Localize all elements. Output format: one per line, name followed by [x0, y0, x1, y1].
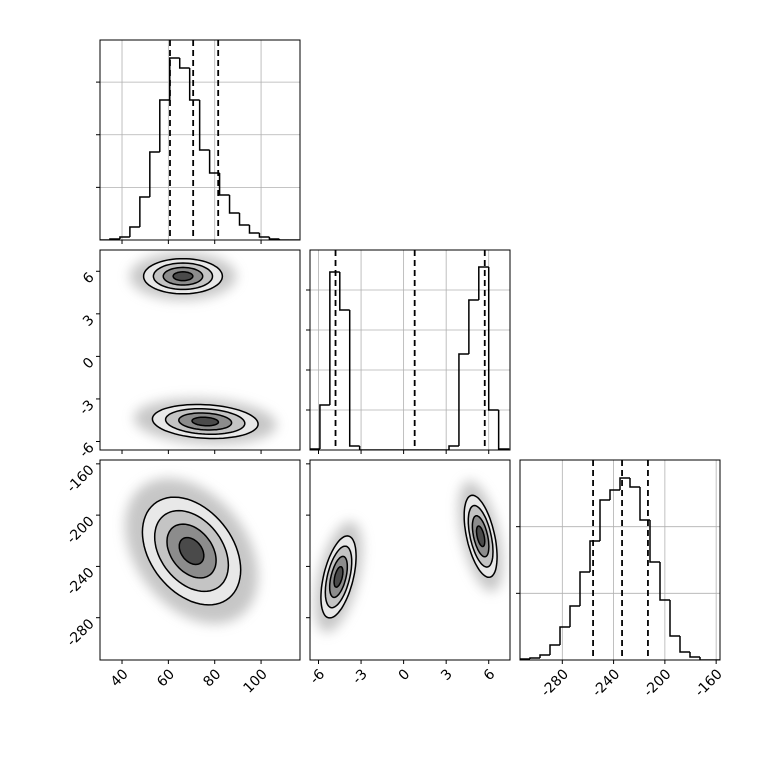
y-tick-label: -280: [64, 616, 98, 650]
panel: -280 -240 -200 -160: [516, 459, 726, 700]
histogram-step: [448, 445, 459, 450]
plot-area: [310, 250, 510, 450]
histogram-step: [319, 404, 330, 449]
axes-frame: [309, 249, 511, 451]
histogram-step: [689, 652, 700, 658]
histogram-step: [278, 238, 290, 240]
axes-frame: [519, 459, 721, 661]
histogram-step: [258, 232, 270, 238]
histogram-step: [599, 499, 610, 541]
contour: [178, 536, 205, 566]
x-tick-label: -280: [538, 666, 572, 700]
histogram-step: [487, 267, 499, 411]
x-tick-label: 40: [108, 666, 132, 690]
histogram-step: [268, 237, 280, 240]
histogram-step: [639, 487, 650, 521]
histogram-step: [679, 636, 690, 653]
histogram-step: [149, 151, 160, 197]
x-tick-label: -3: [350, 666, 371, 687]
contour: [475, 525, 486, 548]
histogram-step: [198, 100, 210, 151]
histogram-step: [139, 196, 150, 227]
histogram-step: [569, 605, 580, 627]
plot-area: [125, 478, 258, 624]
x-tick-label: -200: [641, 666, 675, 700]
histogram-step: [478, 266, 489, 300]
x-tick-label: -6: [307, 666, 328, 687]
panel: -6 -3 0 3 6: [306, 459, 511, 688]
x-tick-label: 3: [438, 666, 456, 684]
y-tick-label: 0: [80, 355, 98, 373]
histogram-step: [529, 657, 540, 659]
histogram-step: [329, 271, 340, 405]
histogram-step: [218, 172, 230, 196]
plot-area: [129, 252, 277, 445]
histogram-step: [619, 477, 630, 490]
x-tick-label: 60: [154, 666, 178, 690]
histogram-step: [468, 299, 479, 354]
y-tick-label: -200: [64, 513, 98, 547]
plot-area: [100, 40, 300, 240]
y-tick-label: -160: [64, 462, 98, 496]
histogram-step: [549, 644, 560, 655]
histogram-step: [339, 272, 350, 311]
plot-area: [520, 460, 720, 660]
histogram-step: [358, 446, 370, 450]
x-tick-label: 0: [396, 666, 414, 684]
histogram-step: [228, 194, 240, 214]
histogram-step: [238, 212, 250, 226]
contour: [172, 271, 194, 282]
histogram-step: [169, 57, 180, 100]
y-tick-label: -6: [76, 440, 97, 461]
histogram-step: [669, 600, 680, 637]
y-tick-label: 3: [80, 312, 98, 330]
histogram-step: [579, 571, 590, 606]
axes-frame: [99, 459, 301, 661]
x-tick-label: 80: [200, 666, 224, 690]
histogram-step: [458, 353, 469, 446]
contour: [191, 416, 220, 427]
histogram-step: [589, 540, 600, 572]
histogram-step: [178, 58, 190, 69]
y-tick-label: 6: [80, 270, 98, 288]
x-tick-label: 100: [241, 666, 271, 696]
histogram-step: [609, 489, 620, 500]
axes-frame: [309, 459, 511, 661]
histogram-step: [559, 626, 570, 645]
histogram-step: [699, 657, 710, 660]
panel: [306, 249, 511, 454]
axes-frame: [99, 39, 301, 241]
histogram-step: [659, 562, 670, 601]
histogram-step: [348, 310, 360, 447]
histogram-step: [188, 68, 200, 101]
histogram-step: [649, 520, 660, 563]
contour: [333, 565, 344, 588]
histogram-step: [119, 236, 130, 239]
histogram-step: [497, 410, 510, 450]
panel: 40 60 80 100 -280 -240 -200 -160: [64, 459, 301, 697]
x-tick-label: -240: [589, 666, 623, 700]
histogram-step: [629, 478, 640, 488]
panel: -6 -3 0 3 6: [76, 249, 301, 461]
panel: [96, 39, 301, 244]
x-tick-label: -160: [692, 666, 726, 700]
histogram-step: [159, 99, 170, 152]
histogram-step: [310, 448, 320, 450]
axes-frame: [99, 249, 301, 451]
histogram-step: [208, 150, 220, 174]
histogram-step: [129, 226, 140, 238]
x-tick-label: 6: [481, 666, 499, 684]
histogram-step: [539, 654, 550, 658]
y-tick-label: -240: [64, 565, 98, 599]
histogram-step: [248, 224, 260, 234]
plot-area: [314, 480, 503, 633]
y-tick-label: -3: [76, 397, 97, 418]
histogram-step: [520, 658, 530, 660]
